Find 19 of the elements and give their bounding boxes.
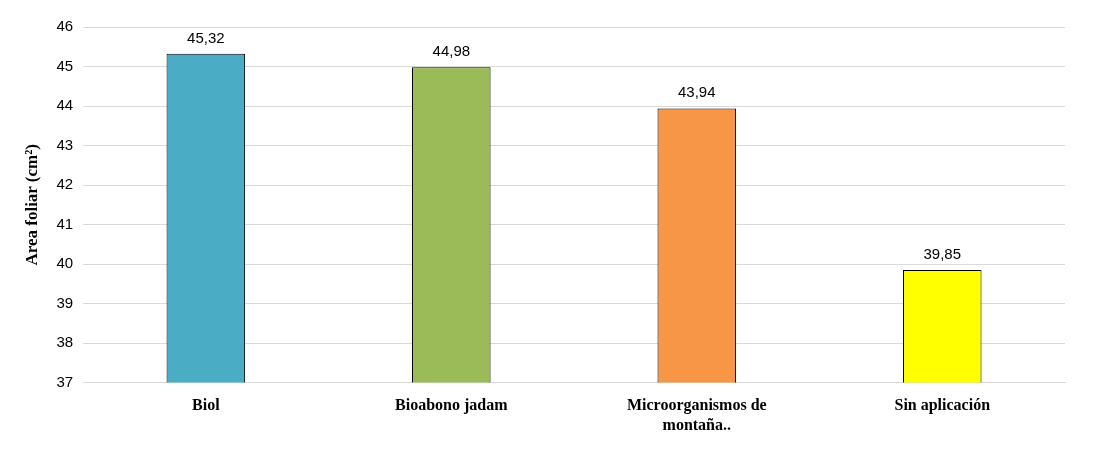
y-tick-label: 40: [56, 254, 74, 272]
data-label: 44,98: [432, 41, 471, 59]
data-label: 43,94: [678, 83, 716, 101]
y-tick-label: 38: [56, 333, 74, 351]
y-tick-label: 43: [56, 135, 74, 153]
x-tick-label: Biol: [192, 396, 221, 414]
y-tick-label: 45: [56, 56, 74, 74]
x-tick-label: Microorganismos de montaña..: [626, 396, 767, 433]
y-tick-label: 37: [56, 372, 74, 390]
y-tick-label: 39: [56, 293, 74, 311]
y-tick-label: 42: [56, 175, 74, 193]
y-tick-label: 44: [56, 96, 74, 114]
y-tick-label: 46: [56, 17, 74, 35]
data-label: 45,32: [187, 28, 225, 46]
y-tick-label: 41: [56, 214, 74, 232]
x-tick-label: Bioabono jadam: [395, 396, 509, 415]
x-tick-label: Sin aplicación: [894, 396, 991, 415]
data-label: 39,85: [923, 244, 962, 262]
y-axis-title: Area foliar (cm²): [21, 144, 41, 266]
